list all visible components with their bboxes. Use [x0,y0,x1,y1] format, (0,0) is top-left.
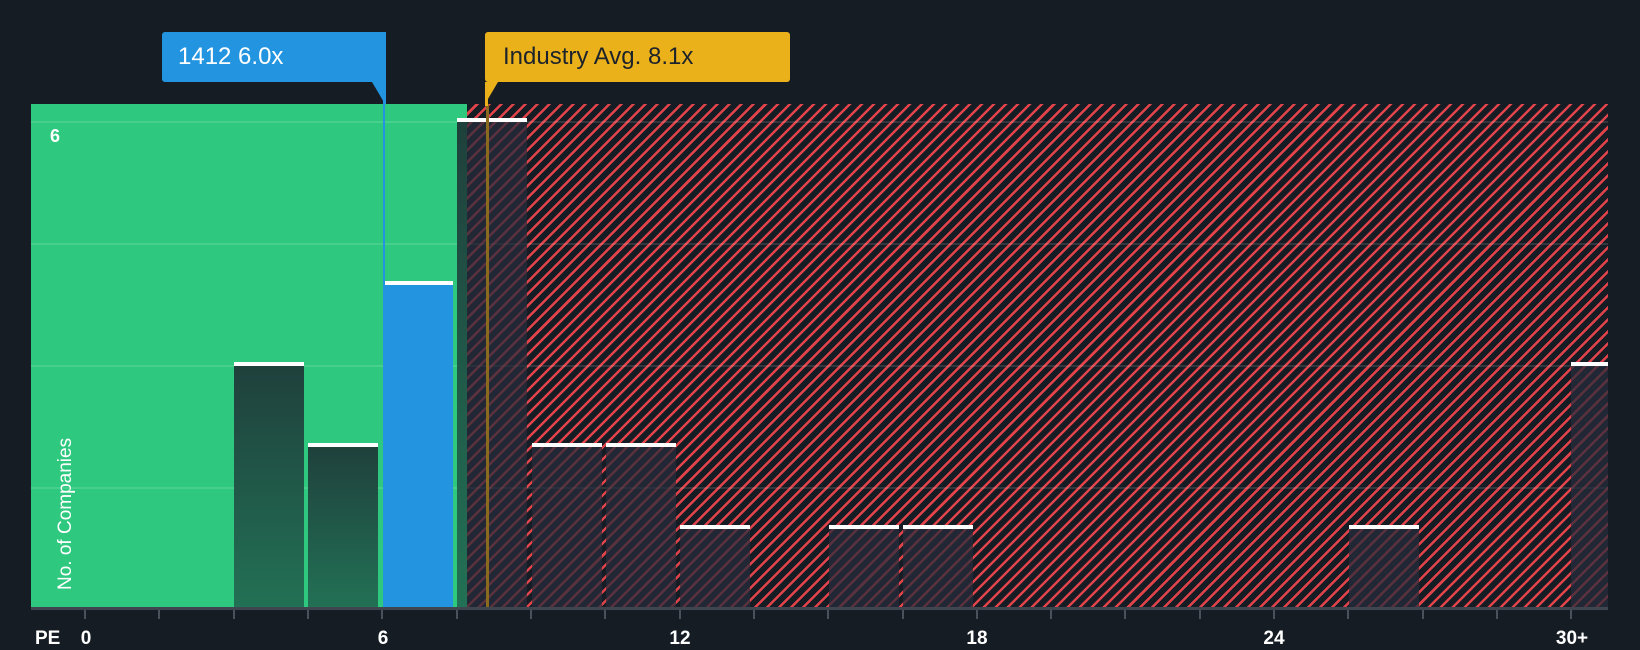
bar-cap [903,525,973,529]
company-callout: 1412 6.0x [162,32,386,82]
gridline-4-5 [31,243,1608,245]
bar-cap [457,118,527,122]
x-tick-label: 6 [377,628,389,649]
x-tick-label: 18 [966,628,988,649]
bar-cap [1571,362,1608,366]
histogram-bar[interactable] [308,443,378,608]
histogram-bar[interactable] [903,525,973,608]
plot-area [31,104,1608,608]
histogram-bar[interactable] [680,525,750,608]
bar-cap [532,443,602,447]
x-tick [1347,610,1349,619]
overvalued-zone [467,104,1608,608]
x-tick-label: 24 [1263,628,1285,649]
x-tick [1199,610,1201,619]
y-tick-label: 6 [50,126,61,146]
x-tick [604,610,606,619]
histogram-bar[interactable] [457,120,467,608]
x-tick-label: 12 [669,628,691,649]
x-tick-label: 30+ [1555,628,1589,649]
gridline-1-5 [31,487,1608,489]
x-axis-line [31,607,1608,610]
x-tick [1422,610,1424,619]
y-axis-title: No. of Companies [55,437,76,590]
histogram-bar-30-plus[interactable] [1571,362,1608,608]
industry-callout-text: Industry Avg. 8.1x [503,43,694,70]
x-tick [679,610,681,619]
bar-cap [680,525,750,529]
company-callout-text: 1412 6.0x [178,43,284,70]
x-axis-prefix: PE [35,628,61,649]
x-tick [381,610,383,619]
x-tick [827,610,829,619]
x-tick [1273,610,1275,619]
x-tick [902,610,904,619]
company-callout-stem [383,32,386,104]
x-tick [233,610,235,619]
industry-callout-tail [485,82,498,104]
bar-cap [1349,525,1419,529]
gridline-6 [31,121,1608,123]
bar-cap [383,281,453,285]
industry-callout: Industry Avg. 8.1x [485,32,790,82]
histogram-bar-company[interactable] [383,281,453,608]
histogram-bar[interactable] [532,443,602,608]
histogram-bar[interactable] [606,443,676,608]
gridline-3 [31,365,1608,367]
x-tick [753,610,755,619]
industry-callout-stem [485,82,488,106]
x-tick [84,610,86,619]
bar-cap [308,443,378,447]
x-tick [456,610,458,619]
bar-cap [606,443,676,447]
x-tick [976,610,978,619]
histogram-bar[interactable] [829,525,899,608]
x-tick [1124,610,1126,619]
x-tick [1050,610,1052,619]
company-marker-line [383,104,385,608]
x-tick [1570,610,1572,619]
x-tick-label: 0 [80,628,92,649]
bar-cap [234,362,304,366]
x-tick [1496,610,1498,619]
x-tick [307,610,309,619]
x-tick [158,610,160,619]
industry-marker-line [486,104,489,608]
histogram-bar[interactable] [1349,525,1419,608]
bar-cap [829,525,899,529]
x-tick [530,610,532,619]
histogram-bar[interactable] [234,362,304,608]
histogram-bar[interactable] [467,120,527,608]
company-callout-tail [372,82,385,104]
